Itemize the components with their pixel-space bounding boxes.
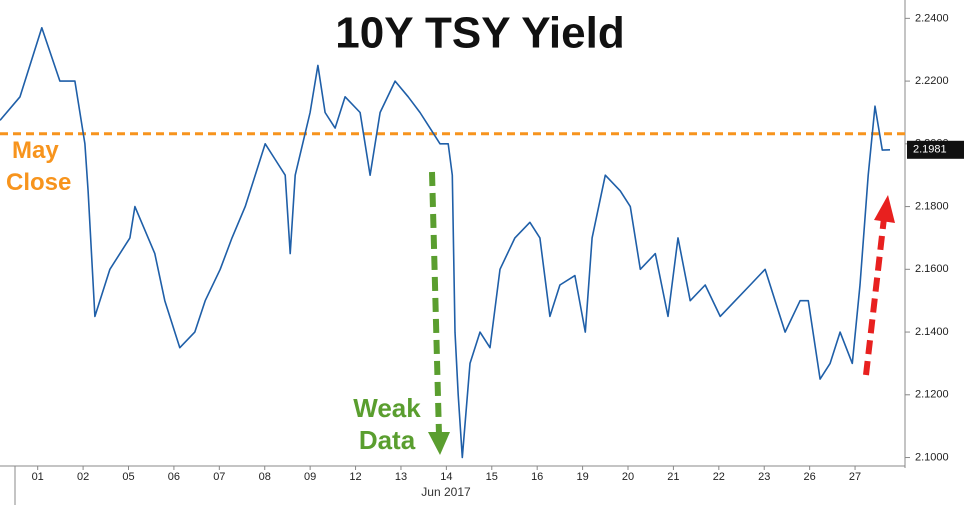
last-value-label: 2.1981 <box>913 144 947 156</box>
y-tick-label: 2.1600 <box>915 263 949 275</box>
last-value-tag: 2.1981 <box>907 140 964 159</box>
x-tick-label: 27 <box>849 471 861 483</box>
x-tick-label: 05 <box>122 471 134 483</box>
x-tick-label: 07 <box>213 471 225 483</box>
x-tick-label: 02 <box>77 471 89 483</box>
series-line <box>0 27 891 459</box>
y-tick-label: 2.1000 <box>915 451 949 463</box>
x-axis-label: Jun 2017 <box>421 485 471 499</box>
y-tick-label: 2.2400 <box>915 12 949 24</box>
x-tick-label: 01 <box>32 471 44 483</box>
x-tick-label: 21 <box>667 471 679 483</box>
y-tick-label: 2.2200 <box>915 75 949 87</box>
last-value-box <box>907 140 964 159</box>
x-tick-label: 08 <box>259 471 271 483</box>
x-tick-label: 23 <box>758 471 770 483</box>
x-tick-label: 13 <box>395 471 407 483</box>
x-tick-label: 06 <box>168 471 180 483</box>
reference-label: May Close <box>6 137 71 196</box>
x-tick-label: 19 <box>576 471 588 483</box>
y-tick-label: 2.1400 <box>915 326 949 338</box>
x-tick-label: 16 <box>531 471 543 483</box>
x-tick-label: 12 <box>349 471 361 483</box>
y-tick-label: 2.1800 <box>915 200 949 212</box>
x-tick-label: 26 <box>804 471 816 483</box>
x-tick-label: 14 <box>440 471 452 483</box>
annotation: Weak Data <box>353 393 421 455</box>
x-tick-label: 22 <box>713 471 725 483</box>
y-tick-label: 2.1200 <box>915 389 949 401</box>
weak-data-arrow <box>428 171 450 455</box>
rise-arrow <box>863 195 895 376</box>
x-tick-label: 15 <box>486 471 498 483</box>
x-tick-label: 09 <box>304 471 316 483</box>
chart-title: 10Y TSY Yield <box>335 9 624 58</box>
x-tick-label: 20 <box>622 471 634 483</box>
